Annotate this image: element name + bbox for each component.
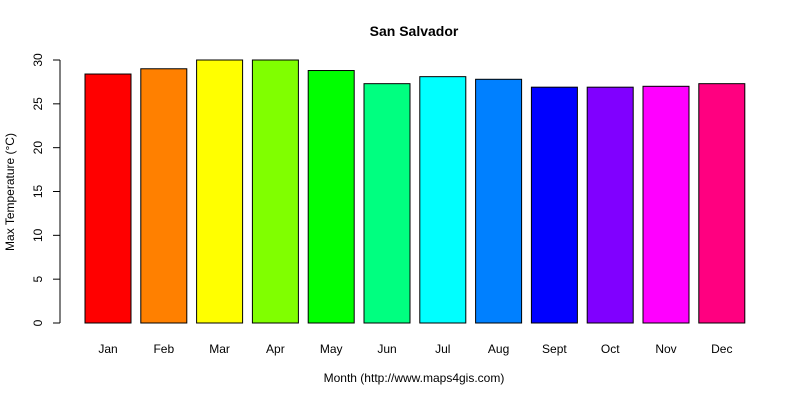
bar-aug xyxy=(475,78,523,324)
y-tick-label: 15 xyxy=(31,185,45,199)
y-tick-label: 25 xyxy=(31,97,45,111)
bar-jan xyxy=(84,73,132,324)
bar-mar xyxy=(196,59,244,324)
x-tick-label: Jun xyxy=(377,342,396,356)
x-tick-label: Sept xyxy=(542,342,567,356)
x-axis-label: Month (http://www.maps4gis.com) xyxy=(324,371,505,385)
y-tick-label: 0 xyxy=(31,319,45,326)
bar-may xyxy=(307,70,355,324)
x-tick-label: Mar xyxy=(209,342,230,356)
y-tick-label: 30 xyxy=(31,53,45,67)
x-tick-label: Dec xyxy=(711,342,732,356)
x-tick-label: Oct xyxy=(601,342,620,356)
x-tick-label: Jan xyxy=(98,342,117,356)
y-tick-label: 5 xyxy=(31,276,45,283)
chart-title: San Salvador xyxy=(370,23,459,39)
bar-feb xyxy=(140,68,188,324)
x-tick-label: May xyxy=(320,342,343,356)
x-tick-label: Nov xyxy=(655,342,676,356)
x-tick-label: Jul xyxy=(435,342,450,356)
bar-sept xyxy=(530,86,578,324)
bar-jun xyxy=(363,83,411,324)
bar-oct xyxy=(586,86,634,324)
bar-dec xyxy=(698,83,746,324)
x-tick-label: Apr xyxy=(266,342,285,356)
x-tick-label: Aug xyxy=(488,342,509,356)
y-tick-label: 20 xyxy=(31,141,45,155)
y-tick-label: 10 xyxy=(31,228,45,242)
bar-apr xyxy=(251,59,299,324)
y-axis-label: Max Temperature (°C) xyxy=(3,133,17,251)
bar-jul xyxy=(419,76,467,324)
x-tick-label: Feb xyxy=(153,342,174,356)
bar-nov xyxy=(642,85,690,324)
